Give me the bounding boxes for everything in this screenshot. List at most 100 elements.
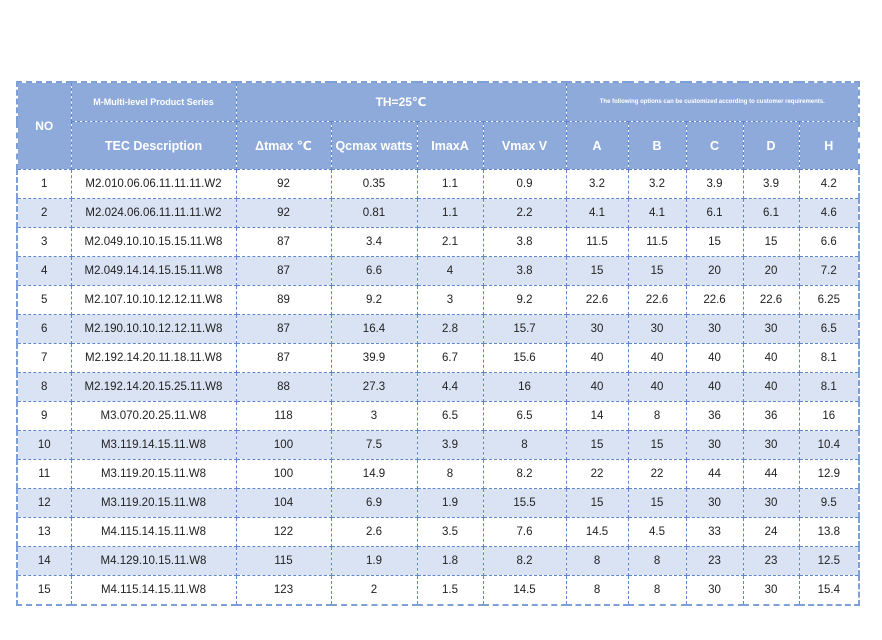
- table-cell: M4.115.14.15.11.W8: [70, 517, 237, 547]
- table-cell: 30: [742, 314, 800, 344]
- header-cell: A: [565, 121, 629, 170]
- table-cell: 16: [482, 372, 567, 402]
- table-cell: 6.5: [798, 314, 860, 344]
- table-cell: 15: [742, 227, 800, 257]
- table-cell: 24: [742, 517, 800, 547]
- table-cell: 6.5: [482, 401, 567, 431]
- table-cell: M2.024.06.06.11.11.11.W2: [70, 198, 237, 228]
- table-cell: 8: [416, 459, 484, 489]
- table-cell: 30: [685, 314, 744, 344]
- table-row: 6 M2.190.10.10.12.12.11.W8 87 16.4 2.8 15.7 30…: [16, 314, 860, 344]
- table-cell: 44: [742, 459, 800, 489]
- table-cell: 40: [742, 372, 800, 402]
- table-header: NO M-Multi-level Product Series TH=25℃ T…: [16, 81, 860, 170]
- table-row: 11 M3.119.20.15.11.W8 100 14.9 8 8.2 22 22 44 44 1…: [16, 459, 860, 489]
- table-cell: 118: [235, 401, 332, 431]
- table-row: 7 M2.192.14.20.11.18.11.W8 87 39.9 6.7 15.6 40…: [16, 343, 860, 373]
- header-cell: TEC Description: [70, 121, 237, 170]
- table-cell: 8.2: [482, 546, 567, 576]
- header-cell: C: [685, 121, 744, 170]
- table-cell: 1.1: [416, 198, 484, 228]
- table-cell: 2.2: [482, 198, 567, 228]
- table-row: 10 M3.119.14.15.11.W8 100 7.5 3.9 8 15 15 30 30 10…: [16, 430, 860, 460]
- table-cell: 14.5: [565, 517, 629, 547]
- header-cell: H: [798, 121, 860, 170]
- table-cell: M2.010.06.06.11.11.11.W2: [70, 169, 237, 199]
- table-cell: 6.6: [798, 227, 860, 257]
- table-cell: 11.5: [627, 227, 687, 257]
- table-row: 4 M2.049.14.14.15.15.11.W8 87 6.6 4 3.8 15 15 20…: [16, 256, 860, 286]
- table-cell: 3: [16, 227, 72, 257]
- table-cell: 8: [565, 575, 629, 606]
- table-cell: 30: [627, 314, 687, 344]
- table-row: 2 M2.024.06.06.11.11.11.W2 92 0.81 1.1 2.2 4.1…: [16, 198, 860, 228]
- table-cell: M3.070.20.25.11.W8: [70, 401, 237, 431]
- table-cell: 6.5: [416, 401, 484, 431]
- table-cell: 3: [416, 285, 484, 315]
- header-cell: D: [742, 121, 800, 170]
- table-row: 15 M4.115.14.15.11.W8 123 2 1.5 14.5 8 8 30 30 15.…: [16, 575, 860, 606]
- table-cell: 6.1: [685, 198, 744, 228]
- table-cell: 3.4: [330, 227, 418, 257]
- table-cell: 3.8: [482, 227, 567, 257]
- table-cell: 3.2: [565, 169, 629, 199]
- table-cell: 22.6: [742, 285, 800, 315]
- table-cell: 27.3: [330, 372, 418, 402]
- table-cell: 30: [565, 314, 629, 344]
- table-cell: 8.1: [798, 343, 860, 373]
- table-row: 8 M2.192.14.20.15.25.11.W8 88 27.3 4.4 16 40 40…: [16, 372, 860, 402]
- table-cell: 122: [235, 517, 332, 547]
- table-cell: 6.1: [742, 198, 800, 228]
- table-cell: 7.5: [330, 430, 418, 460]
- table-cell: 100: [235, 459, 332, 489]
- table-cell: 12.9: [798, 459, 860, 489]
- table-cell: 1.5: [416, 575, 484, 606]
- table-cell: 40: [565, 372, 629, 402]
- table-cell: 1.9: [330, 546, 418, 576]
- table-cell: 88: [235, 372, 332, 402]
- table-cell: M2.107.10.10.12.12.11.W8: [70, 285, 237, 315]
- table-cell: 3: [330, 401, 418, 431]
- table-cell: 1: [16, 169, 72, 199]
- table-cell: 14.9: [330, 459, 418, 489]
- table-cell: 9.5: [798, 488, 860, 518]
- table-cell: 12.5: [798, 546, 860, 576]
- table-cell: M2.049.14.14.15.15.11.W8: [70, 256, 237, 286]
- table-cell: 4.1: [627, 198, 687, 228]
- table-cell: 16: [798, 401, 860, 431]
- table-cell: 40: [627, 372, 687, 402]
- table-cell: 30: [742, 430, 800, 460]
- table-cell: 40: [565, 343, 629, 373]
- table-row: 14 M4.129.10.15.11.W8 115 1.9 1.8 8.2 8 8 23 23 12…: [16, 546, 860, 576]
- table-cell: 10.4: [798, 430, 860, 460]
- table-cell: 8: [16, 372, 72, 402]
- table-cell: 3.2: [627, 169, 687, 199]
- table-cell: 15: [685, 227, 744, 257]
- header-cell: Qcmax watts: [330, 121, 418, 170]
- table-cell: 4.5: [627, 517, 687, 547]
- table-cell: 15: [627, 256, 687, 286]
- table-cell: 8: [627, 575, 687, 606]
- table-cell: 9.2: [482, 285, 567, 315]
- header-cell: B: [627, 121, 687, 170]
- table-cell: 100: [235, 430, 332, 460]
- table-cell: 30: [685, 575, 744, 606]
- table-cell: 40: [742, 343, 800, 373]
- table-cell: 40: [685, 343, 744, 373]
- table-cell: 40: [627, 343, 687, 373]
- table-cell: 15.5: [482, 488, 567, 518]
- table-cell: 30: [685, 430, 744, 460]
- table-cell: 7.2: [798, 256, 860, 286]
- table-cell: 30: [742, 575, 800, 606]
- table-cell: 15: [565, 256, 629, 286]
- table-cell: 8.1: [798, 372, 860, 402]
- table-cell: 22.6: [685, 285, 744, 315]
- header-cell: TH=25℃: [235, 81, 567, 122]
- table-cell: 1.8: [416, 546, 484, 576]
- table-cell: 2: [330, 575, 418, 606]
- table-cell: 6: [16, 314, 72, 344]
- table-cell: 4: [16, 256, 72, 286]
- table-cell: 15.6: [482, 343, 567, 373]
- table-cell: 15: [565, 488, 629, 518]
